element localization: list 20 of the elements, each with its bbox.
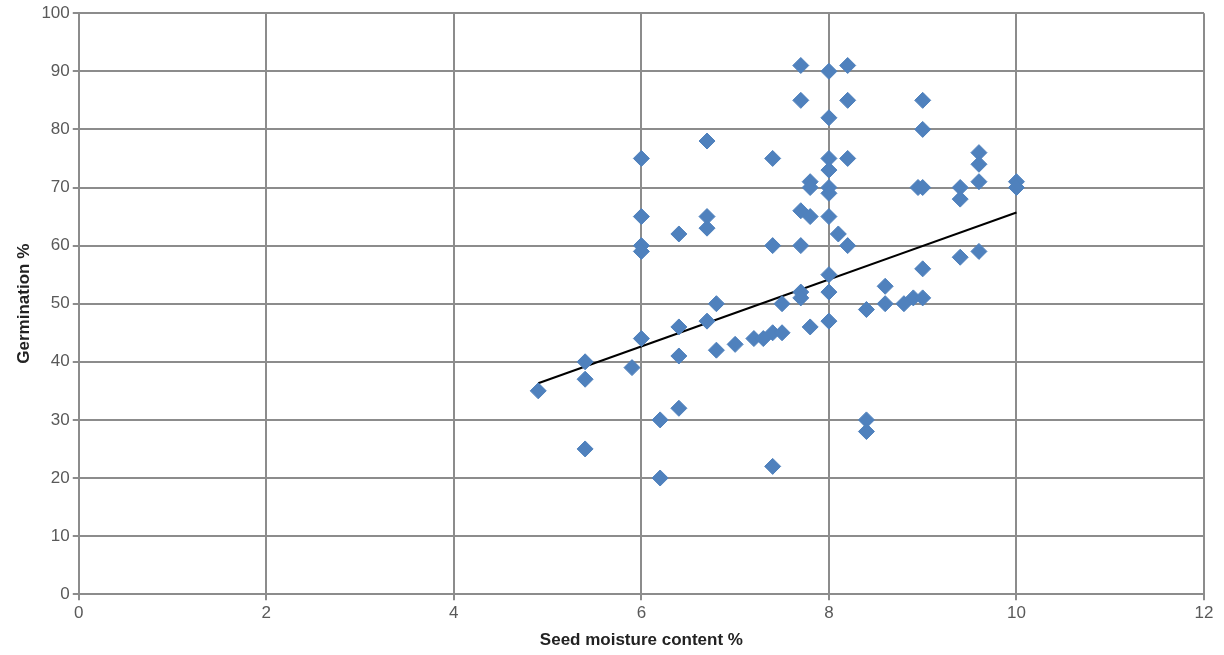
x-tick-label: 10 [1007,603,1026,623]
y-tick-label: 50 [50,293,70,313]
y-tick-label: 20 [50,467,70,487]
y-tick-label: 10 [50,525,70,545]
y-tick-label: 30 [50,409,70,429]
y-tick-label: 0 [60,583,70,603]
y-axis-title: Germination % [13,243,33,364]
y-tick-label: 60 [50,235,70,255]
x-tick-label: 0 [74,603,84,623]
y-tick-label: 90 [50,60,70,80]
x-tick-label: 12 [1194,603,1214,623]
y-tick-label: 80 [50,119,70,139]
y-tick-label: 70 [50,177,70,197]
x-tick-label: 2 [261,603,272,623]
y-tick-label: 40 [50,351,70,371]
x-axis-title: Seed moisture content % [539,630,743,650]
y-tick-label: 100 [41,2,70,22]
x-tick-label: 6 [636,603,647,623]
x-tick-label: 4 [449,603,459,623]
x-tick-label: 8 [824,603,834,623]
